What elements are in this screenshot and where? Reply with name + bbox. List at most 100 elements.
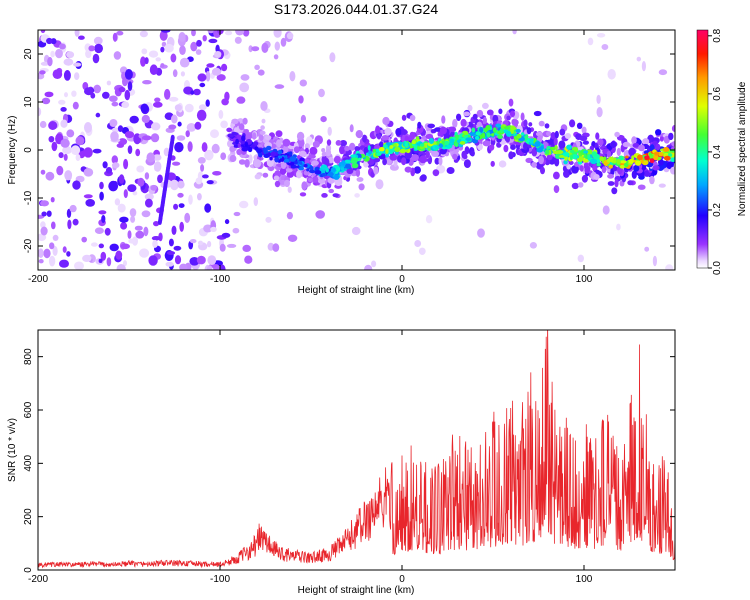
heatmap-cell [641,61,647,72]
heatmap-cell [652,165,660,171]
heatmap-cell [395,128,402,136]
colorbar-tick-label: 0.6 [712,86,723,100]
heatmap-cell [198,104,207,111]
heatmap-cell [486,109,494,116]
heatmap-cell [243,133,252,141]
heatmap-cell [63,70,71,81]
heatmap-cell [60,119,68,128]
heatmap-cell [46,210,52,217]
heatmap-cell [141,114,150,124]
heatmap-cell [85,49,92,59]
heatmap-cell [203,224,213,233]
x-tick-label: -200 [28,274,48,285]
heatmap-cell [139,30,148,38]
heatmap-cell [94,227,104,234]
heatmap-cell [121,101,130,109]
heatmap-cell [367,145,371,151]
heatmap-cell [386,159,392,165]
heatmap-cell [354,193,360,198]
heatmap-cell [535,131,543,137]
snr-y-ticks: 0 200 400 600 800 [23,348,675,573]
heatmap-cell [401,129,408,135]
heatmap-cell [309,166,314,171]
heatmap-cell [389,148,396,153]
heatmap-cell [475,135,480,140]
heatmap-cell [296,131,305,141]
heatmap-cell [189,257,200,266]
heatmap-cell [441,140,445,145]
y-tick-label: 800 [23,348,34,365]
heatmap-cell [299,192,307,197]
heatmap-cell [106,80,112,86]
heatmap-cell [220,152,227,160]
heatmap-cell [150,184,157,191]
heatmap-cell [39,120,47,129]
heatmap-cell [596,94,601,104]
heatmap-cell [229,154,237,163]
heatmap-cell [102,161,108,169]
x-tick-label: -100 [210,274,230,285]
x-tick-label: 100 [576,274,593,285]
heatmap-cell [124,131,135,139]
heatmap-cell [526,127,532,135]
heatmap-cell [472,113,478,120]
heatmap-cell [506,115,511,121]
heatmap-cell [285,168,293,173]
heatmap-cell [425,215,433,224]
heatmap-cell [658,153,664,157]
heatmap-cell [358,183,365,191]
heatmap-cell [219,243,226,252]
heatmap-cell [44,91,54,98]
heatmap-cell [98,258,103,263]
heatmap-cell [251,46,260,52]
heatmap-cell [98,210,107,215]
heatmap-cell [671,141,675,147]
heatmap-cell [409,131,416,140]
heatmap-cell [118,174,125,184]
heatmap-cell [70,145,81,156]
heatmap-cell [298,95,304,104]
heatmap-cell [150,133,160,143]
heatmap-cell [556,150,564,155]
heatmap-cell [393,158,398,167]
heatmap-cell [508,151,514,160]
heatmap-cell [229,145,236,153]
heatmap-cell [577,182,584,188]
heatmap-x-ticks: -200 -100 0 100 [28,30,593,285]
heatmap-cell [225,30,233,36]
heatmap-cell [649,175,655,185]
heatmap-cell [140,103,149,113]
heatmap-cell [321,193,328,198]
heatmap-cell [200,164,205,172]
heatmap-cell [368,150,372,155]
heatmap-cell [152,154,162,161]
heatmap-cell [212,171,222,176]
heatmap-cell [110,131,119,142]
heatmap-cell [247,146,253,153]
snr-plot-clip [38,330,675,569]
heatmap-cell [460,118,467,127]
heatmap-cell [439,126,447,135]
heatmap-cell [232,227,240,234]
heatmap-cell [244,129,249,134]
heatmap-cell [456,113,462,122]
heatmap-cell [274,156,280,163]
heatmap-cell [111,155,119,164]
heatmap-cell [482,116,487,125]
heatmap-cell [174,142,184,153]
heatmap-cell [171,114,178,124]
heatmap-cell [351,157,359,161]
heatmap-cell [524,135,528,141]
heatmap-cell [135,230,145,239]
snr-series-line [38,330,675,569]
heatmap-cell [166,172,177,182]
heatmap-cell [154,97,161,103]
heatmap-cell [273,175,280,181]
heatmap-cell [142,80,152,85]
heatmap-cell [235,138,240,145]
heatmap-cell [341,160,346,166]
heatmap-cell [529,138,535,144]
heatmap-cell [154,161,162,172]
heatmap-cell [420,143,425,147]
